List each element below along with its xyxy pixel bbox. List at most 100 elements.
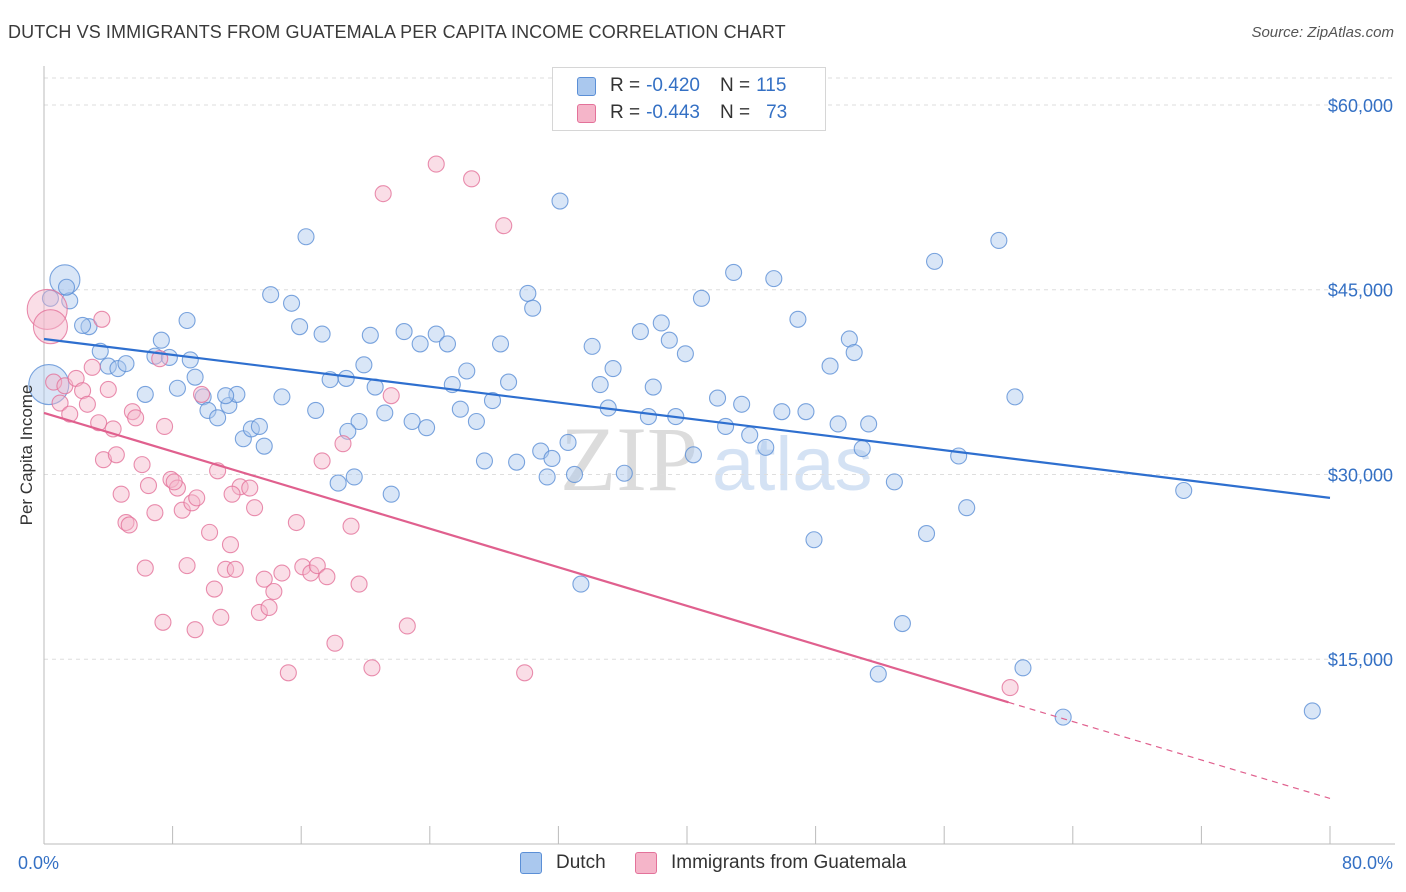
data-point: [188, 489, 206, 507]
legend-label-dutch: Dutch: [556, 852, 606, 873]
data-point: [61, 405, 79, 423]
data-point: [869, 665, 887, 683]
data-point: [297, 228, 315, 246]
y-tick-labels: $15,000 $30,000 $45,000 $60,000: [1328, 96, 1393, 670]
data-point: [83, 358, 101, 376]
data-point: [990, 231, 1008, 249]
data-point: [255, 570, 273, 588]
series-guatemala: [26, 155, 1019, 697]
data-point: [28, 364, 70, 406]
data-point: [127, 409, 145, 427]
data-point: [757, 438, 775, 456]
data-point: [345, 468, 363, 486]
data-point: [287, 513, 305, 532]
data-point: [334, 435, 352, 453]
data-point: [109, 359, 127, 378]
data-point: [717, 417, 735, 435]
data-point: [217, 387, 235, 405]
data-point: [178, 311, 196, 330]
data-point: [223, 485, 241, 503]
data-point: [168, 379, 186, 397]
data-point: [427, 325, 445, 343]
data-point: [789, 310, 807, 328]
data-point: [451, 400, 469, 418]
data-point: [524, 299, 542, 317]
data-point: [117, 513, 135, 532]
data-point: [1001, 679, 1019, 697]
data-point: [516, 664, 534, 682]
trend-line-guatemala: [43, 411, 1009, 704]
legend-label-guatemala: Immigrants from Guatemala: [671, 852, 907, 873]
data-point: [318, 568, 336, 586]
legend-n-label: N =: [719, 102, 751, 123]
data-point: [508, 453, 526, 471]
data-point: [212, 608, 230, 626]
data-point: [192, 385, 211, 403]
data-point: [821, 357, 839, 375]
data-point: [797, 403, 815, 421]
data-point: [1303, 702, 1321, 720]
data-point: [165, 473, 183, 491]
data-point: [273, 388, 291, 406]
legend-swatch-guatemala: [577, 103, 596, 123]
data-point: [475, 452, 494, 470]
data-point: [374, 185, 392, 203]
data-point: [565, 465, 584, 484]
data-point: [495, 217, 513, 235]
legend-item-guatemala: Immigrants from Guatemala: [635, 852, 906, 874]
data-point: [178, 557, 196, 575]
data-point: [209, 409, 227, 427]
data-point: [250, 603, 268, 621]
data-point: [382, 387, 400, 405]
data-point: [395, 323, 413, 341]
data-point: [99, 380, 117, 399]
data-point: [307, 401, 325, 419]
data-point: [829, 415, 847, 433]
data-point: [183, 494, 201, 512]
data-point: [241, 479, 259, 497]
data-point: [57, 278, 76, 296]
data-point: [329, 474, 347, 492]
data-point: [112, 485, 130, 503]
data-point: [152, 331, 170, 349]
data-point: [154, 613, 172, 631]
data-point: [491, 335, 510, 353]
legend-n-label: N =: [719, 75, 751, 96]
trend-line-extrapolated: [1008, 701, 1331, 800]
data-point: [350, 575, 368, 593]
watermark-atlas: atlas: [712, 422, 873, 507]
data-point: [463, 170, 481, 188]
data-point: [773, 403, 791, 421]
x-tick-label-min: 0.0%: [18, 853, 59, 873]
data-point: [186, 621, 204, 639]
data-point: [604, 359, 622, 378]
y-tick-label: $45,000: [1328, 281, 1393, 301]
data-point: [51, 394, 69, 412]
data-point: [551, 192, 569, 210]
data-point: [313, 325, 331, 343]
data-point: [438, 335, 457, 353]
data-point: [840, 330, 858, 348]
series-dutch: [28, 192, 1321, 726]
data-point: [418, 419, 436, 437]
trend-lines: [43, 337, 1331, 800]
legend-row-guatemala: R = -0.443 N = 73: [577, 100, 787, 126]
stats-legend: R = -0.420 N = 115 R = -0.443 N = 73: [552, 67, 826, 131]
data-point: [156, 417, 174, 435]
watermark: ZIP atlas: [560, 408, 873, 510]
data-point: [162, 470, 180, 488]
data-point: [639, 408, 657, 426]
data-point: [342, 517, 360, 535]
data-point: [1006, 388, 1024, 406]
data-point: [676, 345, 694, 363]
data-point: [337, 369, 355, 387]
data-point: [543, 449, 561, 468]
data-point: [279, 664, 297, 682]
data-point: [845, 343, 863, 362]
data-point: [926, 252, 944, 270]
data-point: [376, 404, 394, 422]
data-point: [483, 392, 502, 410]
legend-swatch-dutch: [577, 76, 596, 96]
legend-r-value: -0.443: [646, 102, 700, 123]
